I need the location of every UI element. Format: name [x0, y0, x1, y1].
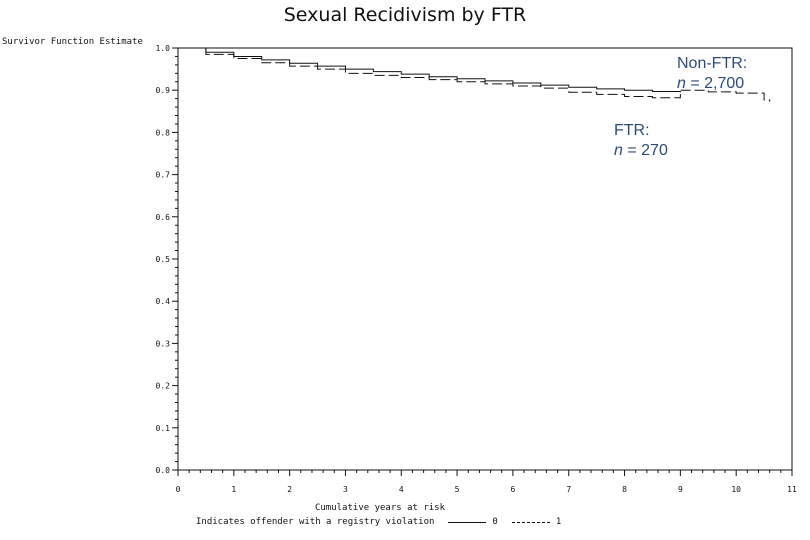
annotation-ftr: FTR: n = 270: [614, 121, 668, 161]
x-tick-label: 6: [510, 485, 515, 494]
annotation-non-ftr-value: = 2,700: [685, 75, 745, 92]
annotation-ftr-title: FTR:: [614, 122, 650, 139]
x-tick-label: 0: [176, 485, 181, 494]
x-axis: 0 1 2 3 4 5 6 7 8 9 10 11: [176, 470, 797, 494]
x-tick-label: 11: [787, 485, 797, 494]
x-tick-label: 3: [343, 485, 348, 494]
y-tick-label: 0.8: [156, 128, 171, 137]
y-tick-label: 0.1: [156, 424, 171, 433]
annotation-ftr-n: n: [614, 142, 623, 159]
annotation-ftr-count: n = 270: [614, 141, 668, 161]
series-line-1: [178, 47, 771, 102]
x-tick-label: 5: [455, 485, 460, 494]
legend-entry-0: 0: [492, 517, 498, 527]
legend-key-solid: [448, 521, 487, 523]
y-tick-label: 1.0: [156, 44, 171, 53]
x-tick-label: 8: [622, 485, 627, 494]
y-tick-label: 0.2: [156, 382, 171, 391]
annotation-non-ftr: Non-FTR: n = 2,700: [677, 54, 747, 94]
y-tick-label: 0.6: [156, 213, 171, 222]
y-axis-label: Survivor Function Estimate: [2, 37, 143, 47]
annotation-non-ftr-count: n = 2,700: [677, 74, 747, 94]
y-tick-label: 0.5: [156, 255, 171, 264]
x-tick-label: 10: [731, 485, 741, 494]
y-tick-label: 0.7: [156, 171, 171, 180]
x-tick-label: 9: [678, 485, 683, 494]
annotation-ftr-value: = 270: [622, 142, 668, 159]
annotation-non-ftr-title: Non-FTR:: [677, 55, 748, 72]
y-tick-label: 0.3: [156, 339, 171, 348]
y-axis: 0.0 0.1 0.2 0.3 0.4 0.5 0.6 0.7 0.8 0.9 1.0: [156, 44, 178, 475]
x-tick-label: 4: [399, 485, 404, 494]
legend-key-dashed: [511, 521, 550, 523]
annotation-non-ftr-n: n: [677, 75, 686, 92]
y-tick-label: 0.0: [156, 466, 171, 475]
x-tick-label: 2: [287, 485, 292, 494]
x-tick-label: 1: [231, 485, 236, 494]
legend-entry-1: 1: [555, 517, 562, 527]
y-tick-label: 0.9: [156, 86, 171, 95]
y-tick-label: 0.4: [156, 297, 171, 306]
legend: Indicates offender with a registry viola…: [196, 517, 561, 527]
series-layer: [178, 47, 771, 102]
series-line-0: [178, 47, 681, 93]
x-tick-label: 7: [566, 485, 571, 494]
legend-caption: Indicates offender with a registry viola…: [196, 517, 435, 527]
plot-frame: [177, 47, 793, 471]
x-axis-label: Cumulative years at risk: [314, 503, 446, 513]
chart-title: Sexual Recidivism by FTR: [283, 4, 527, 26]
